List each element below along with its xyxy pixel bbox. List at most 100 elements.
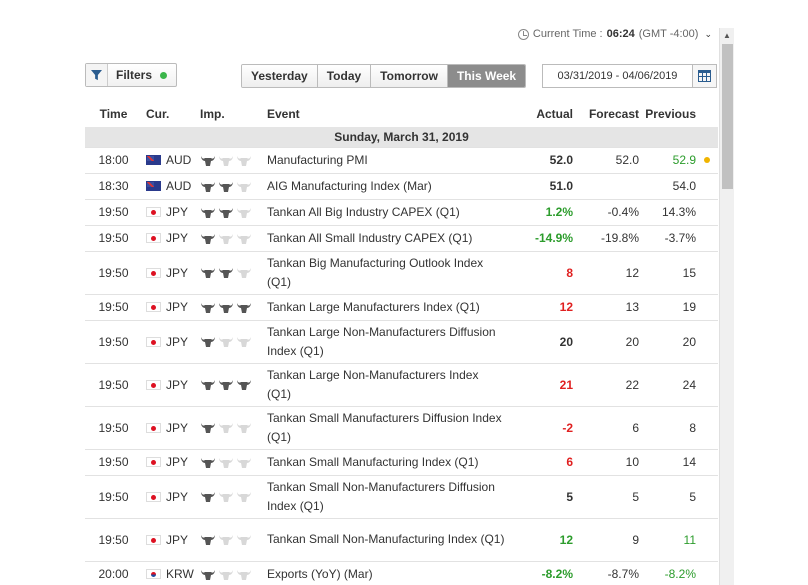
event-name[interactable]: Tankan Large Manufacturers Index (Q1) [267,293,513,320]
jp-flag-icon [146,457,161,467]
table-row[interactable]: 19:50 JPY Tankan Small Manufacturing Index… [85,448,718,475]
event-importance [200,448,267,475]
jp-flag-icon [146,207,161,217]
column-header-forecast[interactable]: Forecast [588,106,639,121]
jp-flag-icon [146,379,161,390]
table-row[interactable]: 20:00 KRW Exports (YoY) (Mar) -8.2% -8.7% -8.… [85,560,718,585]
event-forecast: -0.4% [577,198,645,225]
previous-value: 14.3% [661,205,696,219]
table-row[interactable]: 19:50 JPY Tankan All Big Industry CAPEX (Q… [85,198,718,225]
event-name[interactable]: Tankan Big Manufacturing Outlook Index (… [267,250,513,294]
table-header-row: Time Cur. Imp. Event Actual Forecast Pre… [85,100,718,127]
date-range-picker[interactable]: 03/31/2019 - 04/06/2019 [542,64,717,88]
event-time: 19:50 [85,362,142,406]
bull-icon [218,569,234,581]
filters-active-indicator [160,71,168,79]
event-name[interactable]: Tankan All Big Industry CAPEX (Q1) [267,198,513,225]
bull-icon [200,267,216,279]
filters-label: Filters [116,68,153,82]
timezone-label: (GMT -4:00) [638,28,699,40]
chevron-down-icon[interactable]: ⌄ [704,28,712,39]
event-time: 19:50 [85,250,142,294]
event-importance [200,362,267,406]
bull-icon [236,207,252,219]
tab-this-week[interactable]: This Week [447,65,526,87]
event-name[interactable]: Tankan Small Non-Manufacturing Index (Q1… [267,517,513,561]
bull-icon [218,491,234,503]
event-currency: JPY [142,448,200,475]
table-row[interactable]: 19:50 JPY Tankan Small Non-Manufacturing I… [85,517,718,561]
event-previous: 14 [645,448,718,475]
bull-icon [200,155,216,167]
event-name[interactable]: Tankan Small Manufacturers Diffusion Ind… [267,405,513,449]
bull-icon [218,207,234,219]
event-forecast: 12 [577,250,645,294]
table-row[interactable]: 19:50 JPY Tankan All Small Industry CAPEX … [85,224,718,251]
event-importance [200,198,267,225]
filters-button[interactable]: Filters [85,63,177,87]
event-forecast: 5 [577,474,645,518]
event-name[interactable]: Tankan All Small Industry CAPEX (Q1) [267,224,513,251]
event-currency: JPY [142,319,200,363]
event-name[interactable]: Tankan Small Manufacturing Index (Q1) [267,448,513,475]
table-row[interactable]: 19:50 JPY Tankan Large Non-Manufacturers I… [85,362,718,406]
current-time-bar[interactable]: Current Time : 06:24 (GMT -4:00) ⌄ [517,28,712,40]
previous-value: 5 [689,489,696,504]
bull-icon [200,302,216,314]
event-actual: 1.2% [513,198,577,225]
table-row[interactable]: 19:50 JPY Tankan Large Manufacturers Index… [85,293,718,320]
event-importance [200,224,267,251]
table-row[interactable]: 19:50 JPY Tankan Big Manufacturing Outlook… [85,250,718,294]
event-name[interactable]: Tankan Large Non-Manufacturers Diffusion… [267,319,513,363]
previous-value: 52.9 [672,153,696,167]
jp-flag-icon [146,534,161,545]
event-previous: 14.3% [645,198,718,225]
table-row[interactable]: 19:50 JPY Tankan Small Non-Manufacturers D… [85,474,718,518]
column-header-time[interactable]: Time [99,106,128,121]
table-row[interactable]: 19:50 JPY Tankan Small Manufacturers Diffu… [85,405,718,449]
bull-icon [236,457,252,469]
event-forecast: 13 [577,293,645,320]
table-row[interactable]: 19:50 JPY Tankan Large Non-Manufacturers D… [85,319,718,363]
event-importance [200,517,267,561]
calendar-button[interactable] [692,65,716,87]
bull-icon [218,457,234,469]
event-previous: -8.2% [645,560,718,585]
event-time: 19:50 [85,198,142,225]
event-currency: AUD [142,172,200,199]
column-header-currency[interactable]: Cur. [146,106,170,121]
column-header-actual[interactable]: Actual [536,106,573,121]
event-previous: -3.7% [645,224,718,251]
event-name[interactable]: Manufacturing PMI [267,146,513,173]
bull-icon [236,336,252,348]
event-currency: JPY [142,405,200,449]
column-header-importance[interactable]: Imp. [200,106,225,121]
event-name[interactable]: Tankan Small Non-Manufacturers Diffusion… [267,474,513,518]
currency-code: JPY [166,334,189,349]
table-row[interactable]: 18:00 AUD Manufacturing PMI 52.0 52.0 52.9 [85,146,718,173]
currency-code: AUD [166,153,192,167]
scroll-up-icon[interactable]: ▲ [723,31,731,40]
event-importance [200,474,267,518]
previous-value: 19 [682,300,696,314]
tab-yesterday[interactable]: Yesterday [242,65,318,87]
table-row[interactable]: 18:30 AUD AIG Manufacturing Index (Mar) 51.… [85,172,718,199]
bull-icon [236,155,252,167]
scrollbar-thumb[interactable] [722,44,733,189]
tab-today[interactable]: Today [317,65,372,87]
date-range-value[interactable]: 03/31/2019 - 04/06/2019 [557,70,678,82]
bull-icon [218,422,234,434]
event-importance [200,172,267,199]
tab-tomorrow[interactable]: Tomorrow [371,65,448,87]
jp-flag-icon [146,491,161,502]
event-forecast: 10 [577,448,645,475]
currency-code: JPY [166,231,189,245]
column-header-previous[interactable]: Previous [645,106,696,121]
event-name[interactable]: Tankan Large Non-Manufacturers Index (Q1… [267,362,513,406]
event-previous: 54.0 [645,172,718,199]
scrollbar[interactable]: ▲ [719,28,734,585]
jp-flag-icon [146,267,161,278]
event-name[interactable]: AIG Manufacturing Index (Mar) [267,172,513,199]
event-name[interactable]: Exports (YoY) (Mar) [267,560,513,585]
column-header-event[interactable]: Event [267,106,300,121]
